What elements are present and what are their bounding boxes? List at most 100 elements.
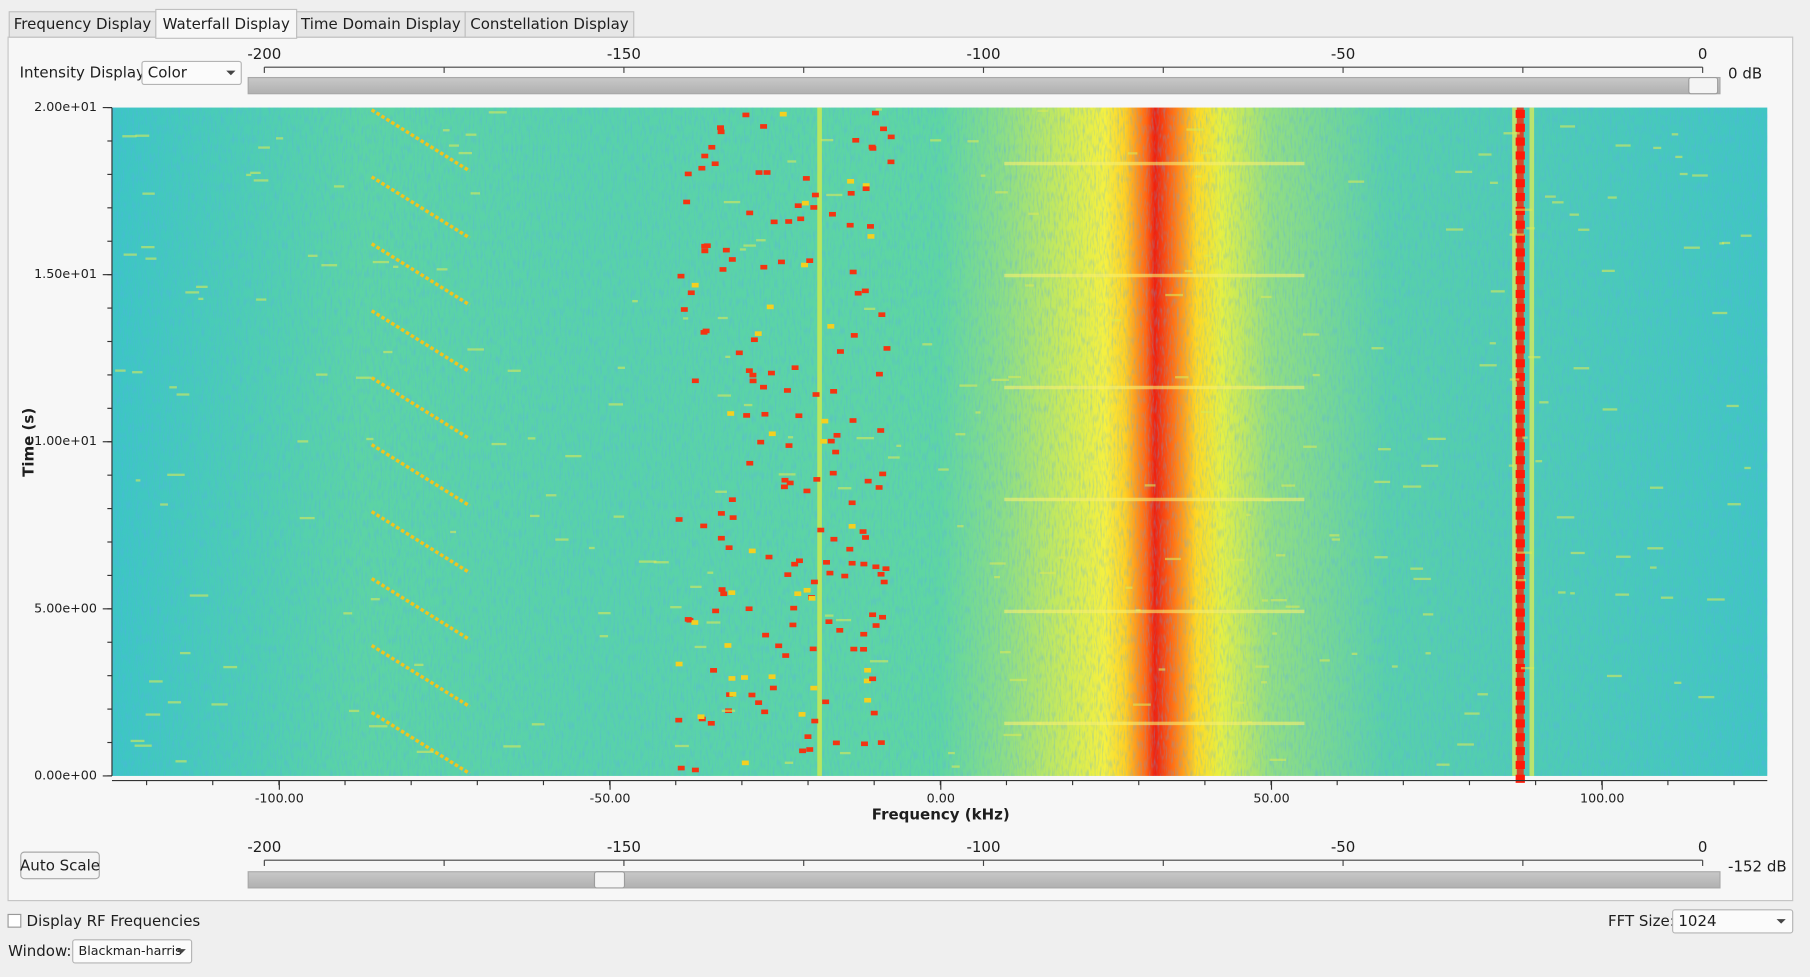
noise-streak [1260, 295, 1272, 299]
combo-arrow [176, 949, 186, 954]
noise-streak [784, 761, 794, 764]
noise-streak [1270, 599, 1287, 602]
tab[interactable] [464, 11, 635, 38]
noise-streak [1083, 634, 1091, 638]
noise-streak [1275, 554, 1286, 557]
noise-streak [599, 635, 609, 638]
noise-streak [297, 440, 309, 443]
min-slider-handle[interactable] [593, 871, 626, 889]
noise-streak [1086, 462, 1098, 466]
chirp-trace [370, 644, 471, 709]
fft-combo[interactable] [1672, 909, 1794, 934]
burst-dot [779, 111, 787, 117]
burst-dot [735, 350, 743, 356]
noise-streak [1231, 558, 1245, 562]
noise-streak [948, 751, 955, 755]
noise-streak [1517, 551, 1533, 554]
auto-scale-button[interactable] [20, 851, 100, 880]
noise-streak [1195, 175, 1203, 178]
slider-tick-label: -200 [247, 45, 281, 63]
noise-streak [458, 151, 473, 155]
burst-dot [796, 558, 803, 564]
noise-streak [253, 179, 269, 182]
chirp-trace [370, 175, 471, 240]
noise-streak [839, 751, 851, 755]
max-slider[interactable] [247, 76, 1721, 95]
noise-streak [1712, 311, 1728, 315]
tab[interactable] [155, 8, 298, 39]
noise-streak [1719, 242, 1724, 245]
noise-streak [383, 350, 393, 354]
window-combo[interactable] [72, 939, 193, 964]
noise-streak [180, 651, 191, 655]
noise-streak [393, 265, 399, 268]
burst-dot [781, 477, 789, 483]
noise-streak [1616, 555, 1631, 558]
noise-streak [756, 239, 766, 242]
burst-dot [722, 247, 730, 253]
noise-streak [307, 254, 318, 257]
rf-checkbox[interactable] [7, 913, 22, 928]
burst-dot [863, 678, 871, 684]
burst-dot [794, 591, 802, 597]
burst-dot [810, 579, 818, 585]
burst-dot [728, 590, 736, 595]
signal-pulse [1515, 705, 1525, 714]
burst-dot [803, 587, 811, 593]
noise-streak [1455, 170, 1473, 174]
noise-streak [1421, 464, 1439, 467]
intensity-combo[interactable] [141, 60, 242, 86]
noise-streak [1526, 227, 1535, 230]
noise-streak [321, 264, 338, 267]
noise-streak [175, 760, 187, 763]
tab[interactable] [8, 11, 157, 38]
noise-streak [223, 665, 238, 669]
noise-streak [176, 393, 190, 396]
noise-streak [617, 366, 626, 369]
burst-dot [729, 515, 737, 520]
noise-streak [826, 193, 843, 197]
burst-dot [864, 667, 872, 673]
slider-tick-label: -200 [247, 838, 281, 856]
noise-streak [1744, 466, 1751, 470]
burst-dot [765, 554, 773, 560]
burst-dot [684, 171, 692, 177]
tab-label: Frequency Display [14, 15, 152, 33]
burst-dot [848, 500, 856, 506]
chirp-trace [370, 510, 471, 575]
burst-dot [817, 527, 825, 533]
burst-dot [767, 370, 775, 376]
noise-streak [1569, 213, 1579, 216]
signal-pulse [1515, 373, 1525, 382]
min-slider[interactable] [247, 871, 1721, 889]
noise-streak [160, 503, 168, 506]
tab-label: Time Domain Display [300, 15, 461, 33]
burst-dot [870, 710, 878, 716]
burst-dot [768, 431, 776, 437]
burst-dot [847, 178, 855, 184]
noise-streak [1464, 712, 1480, 715]
max-slider-handle[interactable] [1688, 76, 1719, 95]
burst-dot [875, 485, 883, 490]
burst-dot [741, 760, 749, 766]
noise-streak [1164, 557, 1181, 561]
noise-streak [1436, 763, 1450, 766]
signal-pulse [1515, 456, 1525, 465]
burst-dot [717, 125, 724, 130]
noise-streak [1649, 566, 1657, 569]
burst-dot [762, 632, 770, 638]
burst-dot [808, 596, 816, 601]
noise-streak [820, 138, 834, 142]
burst-dot [878, 312, 886, 317]
burst-dot [860, 561, 868, 567]
burst-dot [746, 460, 754, 466]
burst-dot [720, 591, 728, 597]
burst-dot [829, 470, 837, 476]
burst-dot [803, 488, 811, 494]
noise-streak [135, 134, 150, 137]
noise-streak [717, 316, 728, 320]
noise-streak [588, 546, 595, 550]
noise-streak [1727, 503, 1741, 506]
burst-dot [862, 186, 870, 192]
burst-dot [786, 480, 794, 486]
